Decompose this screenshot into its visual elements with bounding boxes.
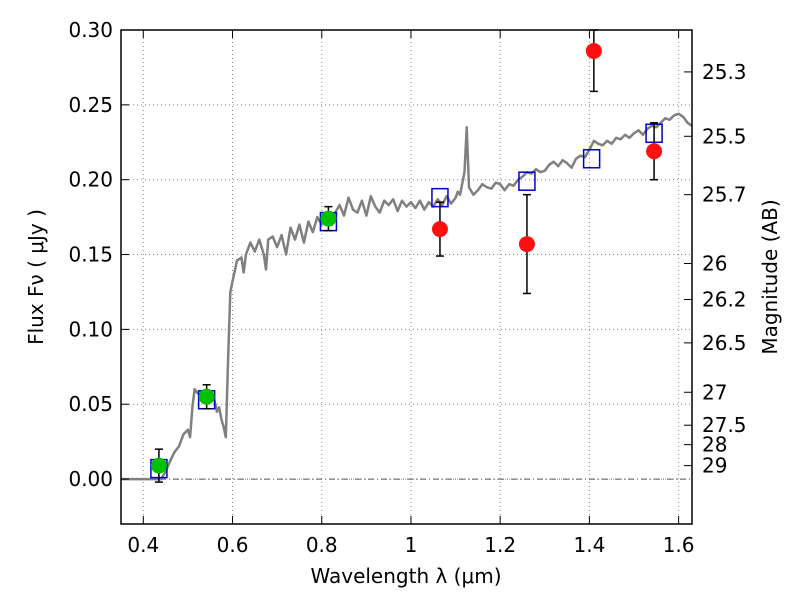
y-tick-label-0: 0.00 xyxy=(68,467,113,491)
mag-tick-label-6: 27 xyxy=(702,380,727,404)
y-tick-label-1: 0.05 xyxy=(68,392,113,416)
data-point-2-3 xyxy=(646,143,663,160)
mag-tick-label-8: 28 xyxy=(702,433,727,457)
mag-tick-label-9: 29 xyxy=(702,454,727,478)
series-layer xyxy=(121,29,693,483)
x-tick-label-2: 0.8 xyxy=(306,533,338,557)
magnitude-axis-title: Magnitude (AB) xyxy=(758,199,782,354)
model-square-point-5 xyxy=(582,148,601,169)
x-tick-label-0: 0.4 xyxy=(127,533,159,557)
y-tick-label-2: 0.10 xyxy=(68,317,113,341)
mag-tick-label-4: 26.2 xyxy=(702,287,747,311)
model-square-point-4 xyxy=(518,171,536,191)
y-tick-label-4: 0.20 xyxy=(68,168,113,192)
x-tick-label-5: 1.4 xyxy=(573,533,605,557)
x-tick-label-4: 1.2 xyxy=(484,533,516,557)
model-spectrum-line xyxy=(121,112,693,481)
plot-background xyxy=(121,30,692,524)
x-axis-title: Wavelength λ (μm) xyxy=(310,564,501,588)
mag-tick-label-1: 25.5 xyxy=(702,124,747,148)
mag-tick-label-3: 26 xyxy=(702,252,727,276)
mag-tick-label-0: 25.3 xyxy=(702,60,747,84)
x-axis-ticks: 0.4 0.6 0.8 1 1.2 1.4 1.6 xyxy=(127,30,695,557)
data-point-1-2 xyxy=(320,210,337,227)
y-tick-label-3: 0.15 xyxy=(68,243,113,267)
y-axis-ticks: 0.00 0.05 0.10 0.15 0.20 0.25 0.30 xyxy=(68,18,129,491)
mag-tick-label-7: 27.5 xyxy=(702,413,747,437)
y-axis-title: Flux Fν ( μJy ) xyxy=(24,209,48,345)
mag-tick-label-2: 25.7 xyxy=(702,183,747,207)
plot-frame xyxy=(120,29,693,525)
data-point-1-0 xyxy=(150,457,167,474)
x-tick-label-1: 0.6 xyxy=(217,533,249,557)
x-tick-label-6: 1.6 xyxy=(663,533,695,557)
mag-tick-label-5: 26.5 xyxy=(702,331,747,355)
y-tick-label-5: 0.25 xyxy=(68,93,113,117)
data-point-2-2 xyxy=(585,42,602,59)
data-point-1-1 xyxy=(198,388,215,405)
data-point-2-0 xyxy=(431,221,448,238)
y-tick-label-6: 0.30 xyxy=(68,18,113,42)
data-point-2-1 xyxy=(518,236,535,253)
x-tick-label-3: 1 xyxy=(405,533,418,557)
